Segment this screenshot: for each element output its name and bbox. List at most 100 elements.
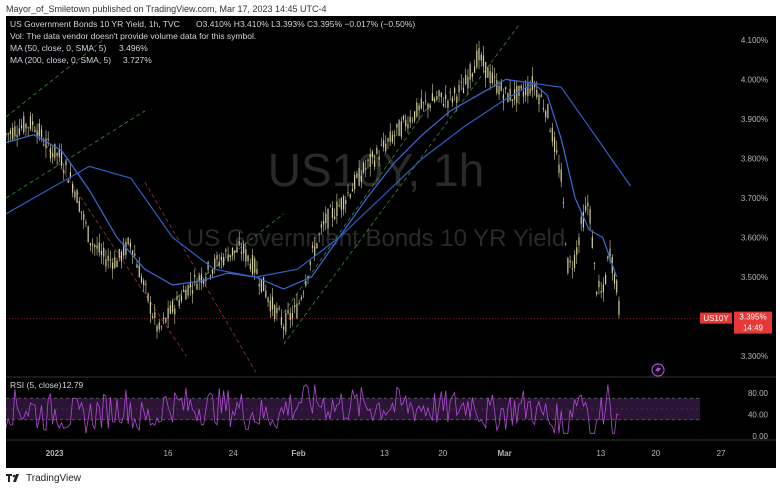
time-axis-label: 13: [596, 449, 605, 458]
candle-body: [174, 308, 176, 315]
candle-body: [533, 84, 536, 88]
candle-body: [271, 296, 274, 310]
candle-body: [520, 85, 522, 89]
candle-body: [260, 278, 262, 292]
channel-line: [6, 110, 146, 199]
candle-body: [556, 150, 558, 153]
candle-body: [371, 151, 374, 157]
candle-body: [549, 130, 551, 132]
candle-body: [585, 205, 587, 211]
candle-body: [409, 116, 411, 123]
lightning-icon[interactable]: [651, 363, 665, 377]
candle-body: [291, 313, 294, 319]
candle-body: [447, 100, 449, 108]
candle-body: [498, 85, 500, 95]
candle-body: [616, 280, 618, 293]
candle-body: [223, 257, 225, 265]
candle-body: [529, 88, 531, 94]
price-axis-label: 3.300%: [741, 352, 768, 361]
candle-body: [45, 138, 47, 149]
candle-body: [151, 316, 154, 318]
candle-body: [387, 138, 389, 142]
candle-body: [560, 169, 562, 182]
candle-body: [129, 242, 131, 248]
candle-body: [429, 105, 431, 109]
candle-body: [72, 183, 74, 193]
candle-body: [283, 326, 285, 330]
candle-body: [582, 211, 585, 228]
publish-header: Mayor_of_Smiletown published on TradingV…: [6, 4, 327, 18]
price-series: [6, 40, 620, 339]
candle-body: [234, 250, 236, 253]
candle-body: [618, 300, 620, 315]
rsi-axis-label: 40.00: [748, 410, 769, 419]
candle-body: [414, 111, 416, 121]
time-axis[interactable]: 2023 16 24 Feb 13 20 Mar 13 20 27: [46, 449, 726, 458]
candle-body: [238, 240, 240, 245]
legend-ma50: MA (50, close, 0, SMA, 5): [10, 43, 107, 53]
price-tag-countdown: 14:49: [743, 324, 764, 333]
time-axis-label: 16: [164, 449, 173, 458]
candle-body: [67, 180, 69, 183]
candle-body: [256, 269, 258, 274]
candle-body: [309, 261, 311, 265]
candle-body: [465, 75, 467, 85]
candle-body: [587, 202, 589, 206]
watermark-name: US Government Bonds 10 YR Yield: [187, 225, 565, 252]
candle-body: [562, 202, 565, 204]
candle-body: [240, 251, 243, 254]
price-chart-svg[interactable]: US10Y, 1h US Government Bonds 10 YR Yiel…: [6, 16, 776, 468]
time-axis-label: 24: [229, 449, 238, 458]
candle-body: [147, 293, 149, 302]
time-axis-label: Feb: [291, 449, 305, 458]
candle-body: [547, 104, 549, 118]
candle-body: [138, 265, 140, 278]
candle-body: [169, 305, 171, 314]
time-axis-label: 20: [651, 449, 660, 458]
candle-body: [294, 305, 296, 308]
candle-body: [178, 299, 180, 307]
candle-body: [140, 276, 143, 282]
candle-body: [209, 275, 211, 277]
rsi-legend: RSI (5, close): [10, 380, 62, 390]
price-axis-label: 4.100%: [741, 36, 768, 45]
candle-body: [496, 80, 498, 94]
candle-body: [593, 262, 596, 264]
candle-body: [485, 62, 487, 79]
candle-body: [487, 67, 489, 78]
candle-body: [69, 172, 72, 178]
candle-body: [203, 279, 205, 284]
candle-body: [402, 115, 405, 120]
candle-body: [220, 256, 223, 261]
candle-body: [114, 257, 116, 268]
candle-body: [374, 160, 376, 167]
ma200-line: [6, 82, 632, 278]
candle-body: [251, 254, 254, 275]
candle-body: [356, 173, 358, 178]
candle-body: [391, 134, 394, 143]
event-marker[interactable]: [651, 363, 665, 377]
candle-body: [418, 105, 420, 111]
candle-body: [278, 307, 280, 310]
candle-body: [127, 237, 129, 245]
candle-body: [449, 91, 451, 93]
candle-body: [571, 268, 573, 270]
candle-body: [558, 164, 560, 173]
candle-body: [25, 124, 27, 129]
candle-body: [365, 167, 367, 170]
candle-body: [456, 96, 458, 103]
candle-body: [52, 152, 54, 157]
candle-body: [427, 103, 429, 110]
candle-body: [607, 256, 609, 259]
candle-body: [214, 258, 216, 269]
candle-body: [187, 285, 189, 296]
candle-body: [300, 297, 302, 300]
candle-body: [451, 98, 453, 103]
candle-body: [116, 260, 118, 268]
footer-brand: TradingView: [26, 472, 82, 484]
candle-body: [298, 303, 300, 304]
chart-panel[interactable]: US10Y, 1h US Government Bonds 10 YR Yiel…: [6, 16, 776, 468]
candle-body: [289, 312, 291, 321]
candle-body: [265, 290, 267, 298]
candle-body: [269, 300, 271, 312]
